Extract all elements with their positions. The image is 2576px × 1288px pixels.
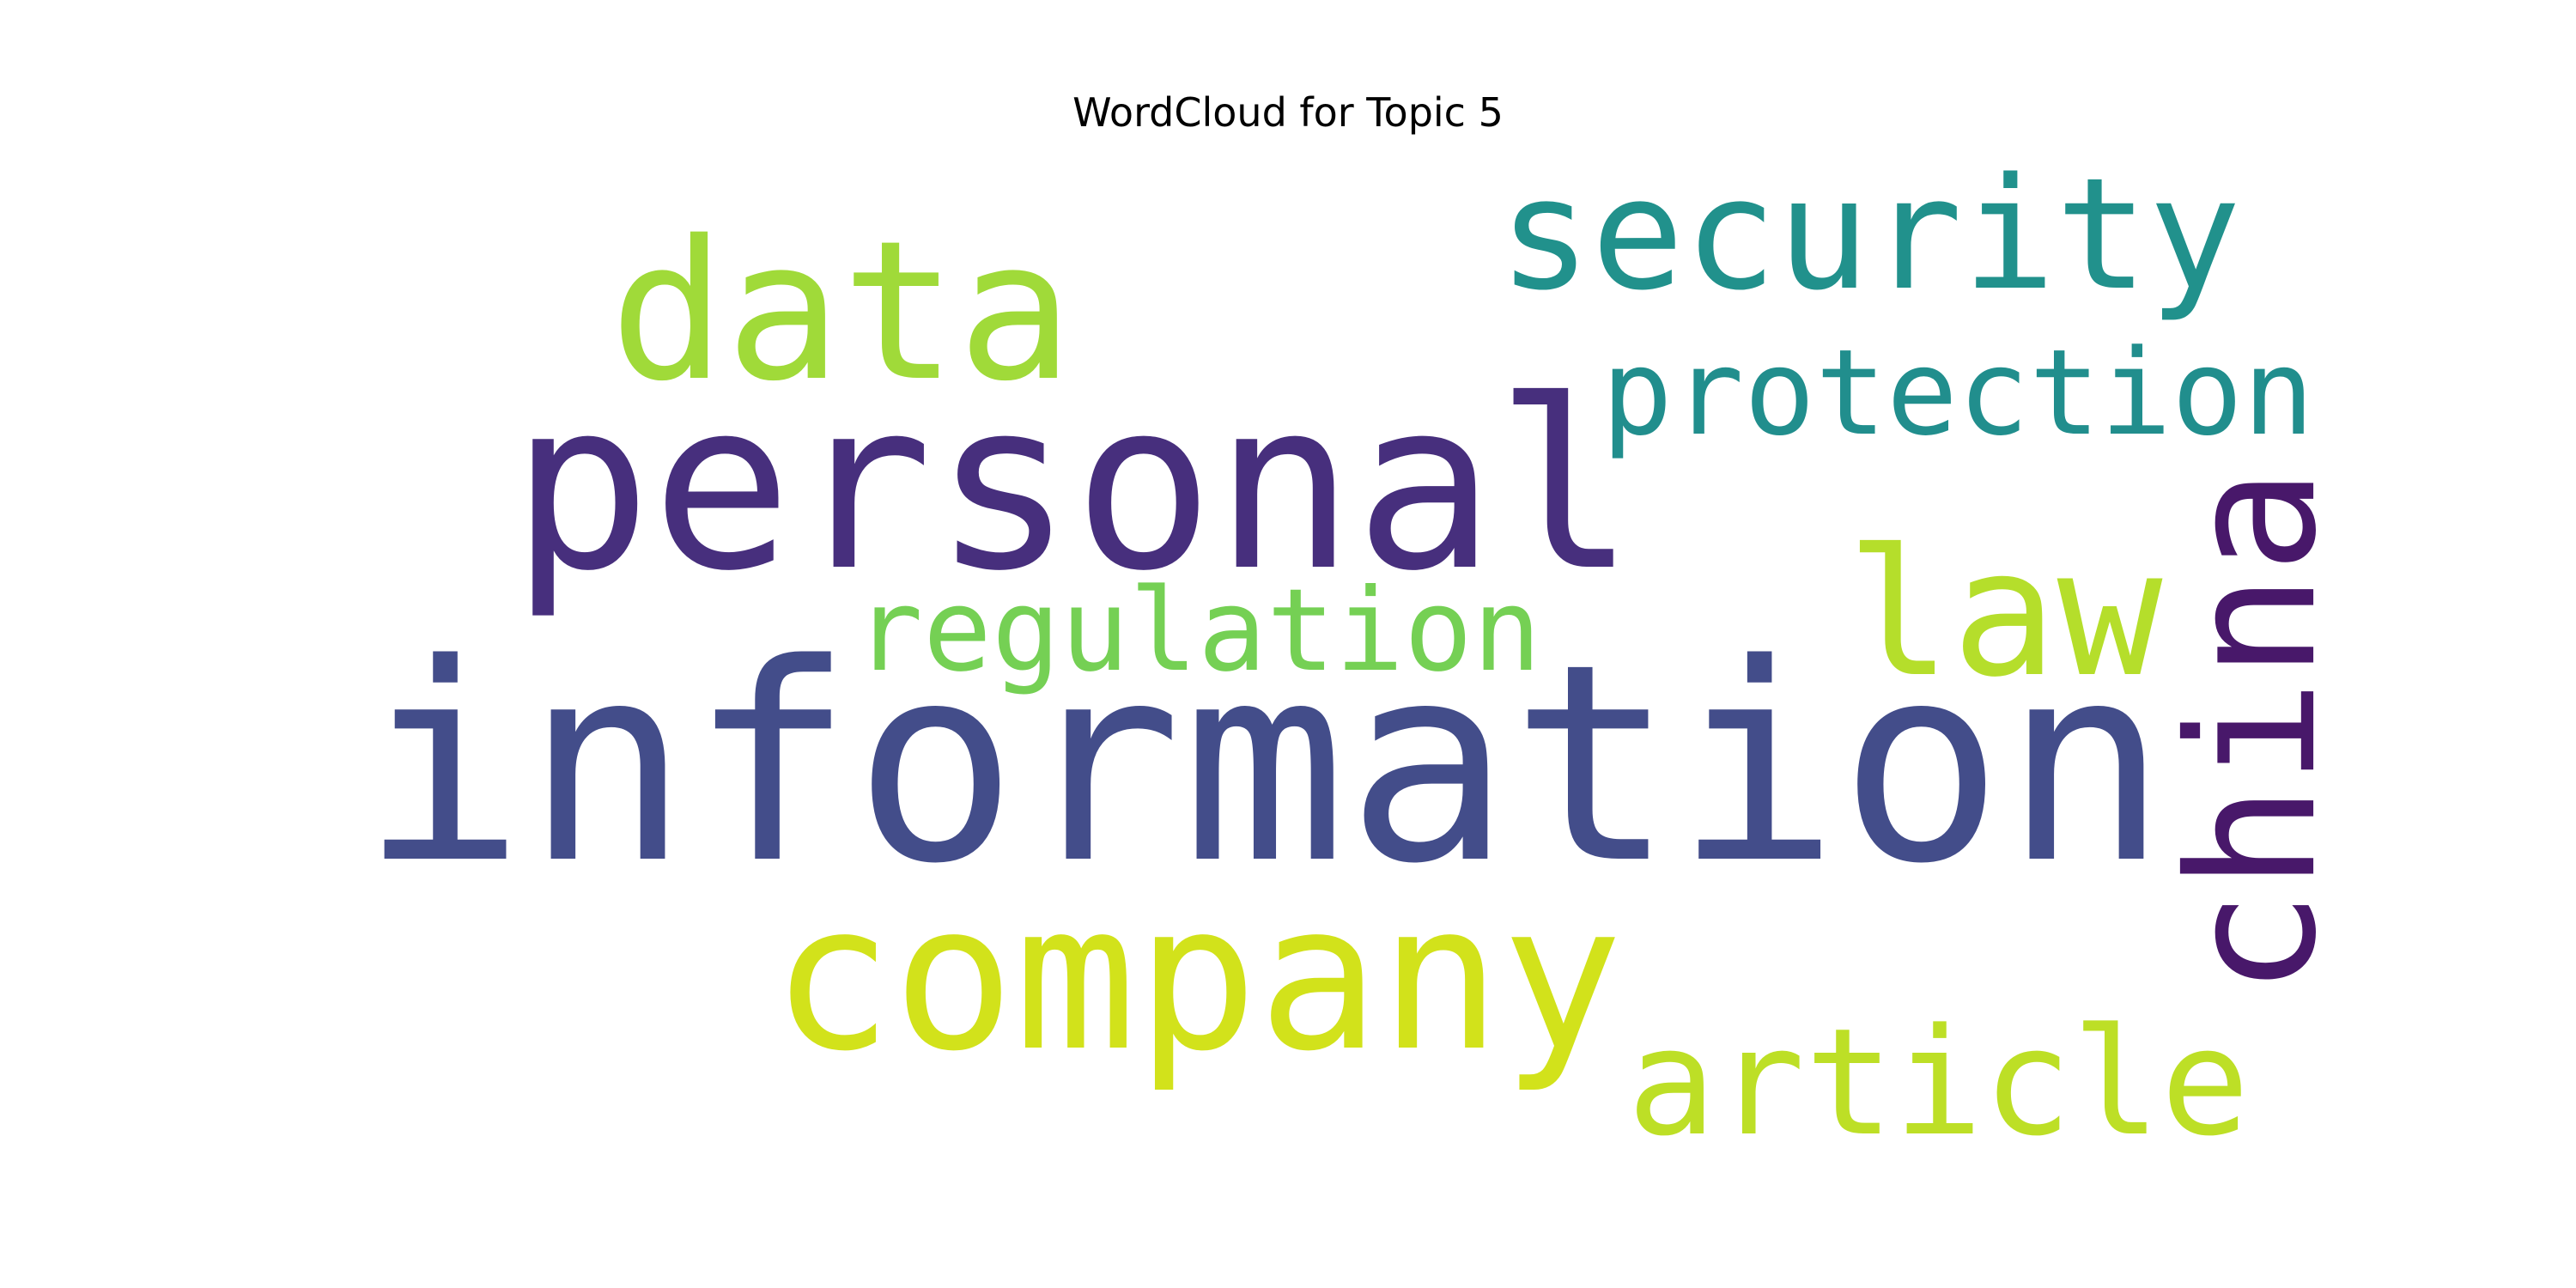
- word-data: data: [610, 199, 1073, 423]
- word-regulation: regulation: [854, 565, 1541, 697]
- chart-title: WordCloud for Topic 5: [1072, 89, 1504, 136]
- word-personal: personal: [511, 351, 1636, 623]
- word-company: company: [771, 860, 1623, 1096]
- word-security: security: [1498, 145, 2241, 325]
- word-china: china: [2151, 468, 2355, 996]
- word-article: article: [1627, 996, 2250, 1169]
- word-protection: protection: [1601, 324, 2314, 462]
- word-information: information: [361, 605, 2168, 923]
- word-law: law: [1846, 513, 2163, 716]
